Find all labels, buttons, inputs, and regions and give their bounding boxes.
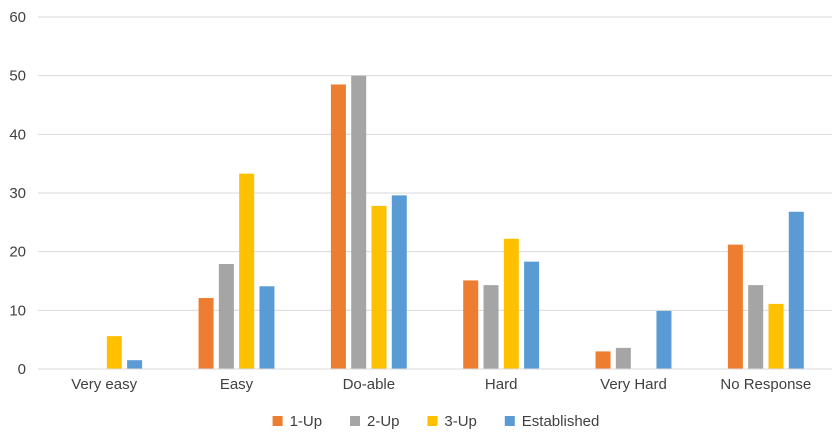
bar-1-up-hard [463,280,479,369]
x-tick-label: Very easy [71,376,137,393]
legend-swatch [427,416,438,426]
legend-label: 1-Up [290,413,323,430]
bar-1-up-easy [198,298,214,369]
bars [106,75,804,370]
bar-2-up-no-response [748,285,764,369]
y-tick-label: 0 [18,361,26,378]
y-tick-label: 40 [9,126,26,143]
x-tick-label: Very Hard [600,376,667,393]
bar-3-up-very-easy [106,336,122,369]
bar-established-very-easy [127,360,143,369]
x-axis-category-labels: Very easy Easy Do-able Hard Very Hard No Resp… [71,376,811,393]
y-tick-label: 50 [9,68,26,85]
y-tick-label: 30 [9,185,26,202]
y-tick-label: 60 [9,9,26,26]
legend-swatch [504,416,515,426]
bar-3-up-do-able [371,205,387,369]
bar-2-up-do-able [351,75,367,370]
bar-3-up-hard [503,238,519,369]
bar-2-up-easy [218,263,234,369]
x-tick-label: Do-able [343,376,396,393]
bar-established-no-response [788,211,804,369]
legend-label: 2-Up [367,413,400,430]
gridlines [38,16,832,311]
legend-label: 3-Up [444,413,477,430]
legend: 1-Up 2-Up 3-Up Established [272,413,600,430]
legend-swatch [350,416,360,426]
y-tick-label: 10 [9,302,26,319]
legend-label: Established [522,413,600,430]
bar-1-up-very-hard [595,351,611,369]
y-axis-tick-labels: 0 10 20 30 40 50 60 [9,9,26,378]
bar-1-up-no-response [727,244,743,369]
x-tick-label: Hard [485,376,518,393]
bar-1-up-do-able [330,84,346,369]
bar-established-easy [259,286,275,369]
bar-3-up-easy [239,173,255,369]
legend-swatch [272,416,283,426]
bar-2-up-very-hard [615,347,631,369]
bar-established-do-able [391,195,407,369]
bar-2-up-hard [483,285,499,369]
x-tick-label: No Response [720,376,811,393]
bar-established-very-hard [656,310,672,369]
x-tick-label: Easy [220,376,254,393]
bar-3-up-no-response [768,303,784,369]
bar-established-hard [524,261,540,369]
y-tick-label: 20 [9,244,26,261]
